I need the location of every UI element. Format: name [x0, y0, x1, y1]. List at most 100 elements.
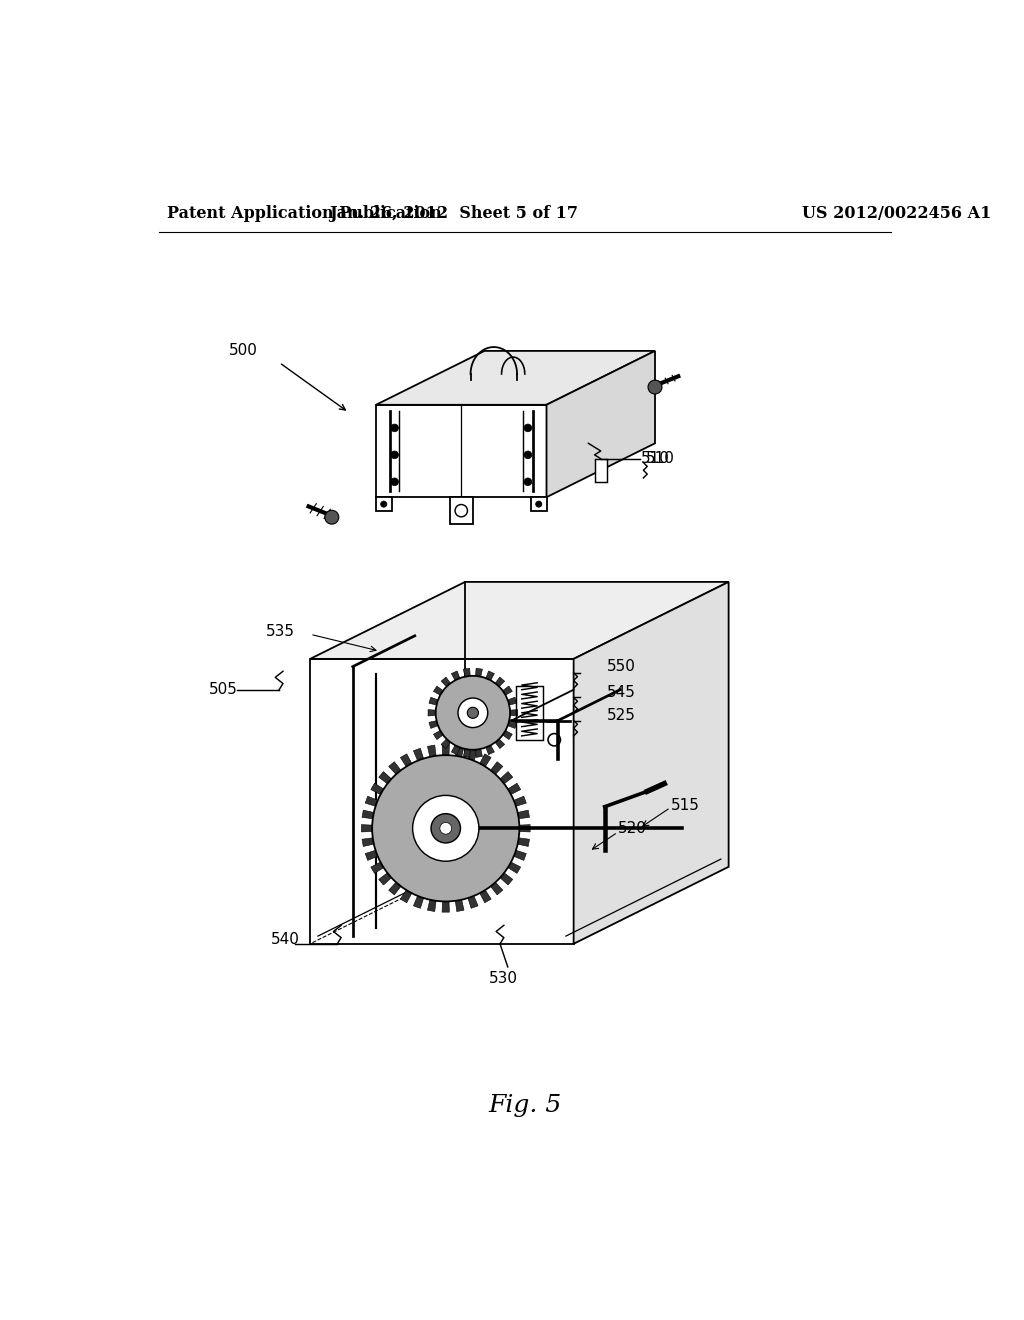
- Polygon shape: [455, 744, 464, 760]
- Polygon shape: [500, 686, 512, 697]
- Polygon shape: [441, 737, 453, 748]
- Polygon shape: [376, 498, 391, 511]
- Text: 510: 510: [646, 451, 675, 466]
- Text: 520: 520: [617, 821, 647, 836]
- Polygon shape: [475, 668, 482, 680]
- Polygon shape: [366, 796, 381, 808]
- Circle shape: [435, 676, 510, 750]
- Polygon shape: [452, 743, 461, 755]
- Polygon shape: [505, 861, 520, 874]
- Circle shape: [325, 511, 339, 524]
- Polygon shape: [488, 879, 503, 895]
- Text: Fig. 5: Fig. 5: [488, 1094, 561, 1117]
- Text: Patent Application Publication: Patent Application Publication: [167, 206, 441, 222]
- Text: 535: 535: [266, 624, 295, 639]
- Circle shape: [536, 502, 542, 507]
- Polygon shape: [376, 405, 547, 498]
- Polygon shape: [362, 810, 378, 820]
- Circle shape: [431, 813, 461, 843]
- Polygon shape: [376, 351, 655, 405]
- Circle shape: [440, 822, 452, 834]
- Polygon shape: [515, 825, 530, 832]
- Polygon shape: [475, 746, 482, 758]
- Polygon shape: [505, 697, 517, 706]
- Circle shape: [391, 478, 398, 486]
- Polygon shape: [498, 870, 513, 884]
- Polygon shape: [442, 898, 450, 912]
- Polygon shape: [505, 783, 520, 796]
- Polygon shape: [505, 719, 517, 729]
- Polygon shape: [510, 849, 526, 861]
- Polygon shape: [429, 719, 441, 729]
- Circle shape: [413, 796, 479, 861]
- Polygon shape: [463, 746, 470, 758]
- Polygon shape: [400, 887, 414, 903]
- Polygon shape: [467, 892, 478, 908]
- Polygon shape: [452, 671, 461, 682]
- Polygon shape: [450, 498, 473, 524]
- Polygon shape: [414, 748, 425, 764]
- Polygon shape: [441, 677, 453, 689]
- Polygon shape: [510, 796, 526, 808]
- Polygon shape: [547, 351, 655, 498]
- Circle shape: [391, 424, 398, 432]
- Polygon shape: [428, 710, 439, 715]
- Circle shape: [467, 708, 478, 718]
- Text: US 2012/0022456 A1: US 2012/0022456 A1: [802, 206, 991, 222]
- Polygon shape: [531, 498, 547, 511]
- Polygon shape: [500, 729, 512, 739]
- Circle shape: [381, 502, 387, 507]
- Text: 545: 545: [607, 685, 636, 701]
- Polygon shape: [433, 729, 445, 739]
- Polygon shape: [379, 772, 394, 787]
- Polygon shape: [389, 762, 403, 777]
- Polygon shape: [371, 783, 387, 796]
- Polygon shape: [433, 686, 445, 697]
- Polygon shape: [429, 697, 441, 706]
- Polygon shape: [310, 659, 573, 944]
- Polygon shape: [478, 887, 492, 903]
- Polygon shape: [484, 671, 495, 682]
- Circle shape: [455, 504, 467, 517]
- Polygon shape: [494, 677, 505, 689]
- Polygon shape: [400, 754, 414, 770]
- Polygon shape: [488, 762, 503, 777]
- Circle shape: [458, 698, 487, 727]
- Polygon shape: [494, 737, 505, 748]
- Polygon shape: [362, 837, 378, 846]
- Polygon shape: [514, 837, 529, 846]
- Polygon shape: [389, 879, 403, 895]
- Polygon shape: [484, 743, 495, 755]
- Text: Jan. 26, 2012  Sheet 5 of 17: Jan. 26, 2012 Sheet 5 of 17: [329, 206, 578, 222]
- Text: 540: 540: [271, 932, 300, 948]
- Polygon shape: [467, 748, 478, 764]
- Polygon shape: [514, 810, 529, 820]
- Polygon shape: [463, 668, 470, 680]
- Polygon shape: [573, 582, 729, 944]
- Polygon shape: [361, 825, 376, 832]
- Text: 510: 510: [641, 451, 670, 466]
- Circle shape: [372, 755, 519, 902]
- Polygon shape: [414, 892, 425, 908]
- Polygon shape: [379, 870, 394, 884]
- Circle shape: [391, 451, 398, 459]
- Polygon shape: [310, 582, 729, 659]
- Polygon shape: [498, 772, 513, 787]
- Polygon shape: [371, 861, 387, 874]
- Polygon shape: [427, 744, 436, 760]
- Text: 550: 550: [607, 659, 636, 675]
- Polygon shape: [455, 896, 464, 912]
- Circle shape: [524, 424, 531, 432]
- Circle shape: [524, 478, 531, 486]
- Circle shape: [648, 380, 662, 395]
- Polygon shape: [366, 849, 381, 861]
- Polygon shape: [507, 710, 518, 715]
- Polygon shape: [595, 459, 607, 482]
- Text: 530: 530: [489, 972, 518, 986]
- Polygon shape: [478, 754, 492, 770]
- Polygon shape: [442, 744, 450, 759]
- Polygon shape: [427, 896, 436, 912]
- Text: 525: 525: [607, 709, 636, 723]
- Text: 500: 500: [228, 343, 258, 359]
- Text: 505: 505: [209, 682, 239, 697]
